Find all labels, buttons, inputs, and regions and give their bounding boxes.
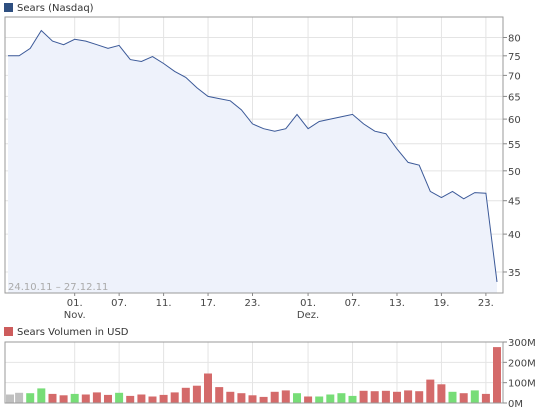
volume-bar xyxy=(259,396,268,403)
volume-bar xyxy=(126,395,135,403)
volume-bar xyxy=(159,394,168,403)
volume-bar xyxy=(348,395,357,403)
volume-bar xyxy=(226,391,235,403)
volume-ytick-label-1: 100M xyxy=(508,379,536,390)
price-ytick-label-3: 50 xyxy=(508,167,521,178)
volume-bar xyxy=(48,393,57,403)
volume-bar xyxy=(470,390,479,403)
price-xtick-label-8: 19. xyxy=(433,298,449,309)
volume-bar xyxy=(15,392,24,403)
volume-bar xyxy=(26,393,35,403)
volume-bar xyxy=(304,396,313,403)
volume-bar xyxy=(370,391,379,403)
price-xtick-label-6: 07. xyxy=(345,298,361,309)
volume-bar xyxy=(393,391,401,403)
volume-bar xyxy=(281,390,290,403)
price-xtick-label-9: 23. xyxy=(478,298,494,309)
price-frame xyxy=(4,16,504,294)
volume-bar xyxy=(6,394,14,403)
volume-bar xyxy=(204,373,212,403)
price-ytick-label-7: 70 xyxy=(508,71,521,82)
volume-bar xyxy=(381,390,390,403)
price-ytick-label-4: 55 xyxy=(508,140,521,151)
price-xtick-label-5: 01. xyxy=(300,298,316,309)
volume-bar xyxy=(415,391,424,403)
volume-bar xyxy=(270,391,279,403)
volume-legend-swatch xyxy=(4,327,13,336)
volume-ytick-label-2: 200M xyxy=(508,358,536,369)
price-area-fill xyxy=(8,30,497,293)
price-xtick-label-0: 01. xyxy=(67,298,83,309)
volume-bar xyxy=(192,385,201,403)
price-xtick-sublabel-5: Dez. xyxy=(297,310,319,321)
volume-ytick-label-3: 300M xyxy=(508,338,536,349)
price-x-ticks: 01.Nov.07. 11. 17. 23. 01.Dez.07. 13. 19. 23. xyxy=(64,293,494,321)
date-range-label: 24.10.11 – 27.12.11 xyxy=(8,282,108,293)
volume-ytick-label-0: 0M xyxy=(508,399,523,410)
volume-bar xyxy=(170,392,179,403)
price-ytick-label-5: 60 xyxy=(508,115,521,126)
volume-bar xyxy=(404,390,413,403)
price-xtick-label-4: 23. xyxy=(245,298,261,309)
volume-bar xyxy=(37,388,46,403)
price-legend-label: Sears (Nasdaq) xyxy=(17,3,94,14)
volume-bar xyxy=(148,396,157,403)
volume-bar xyxy=(115,392,124,403)
volume-legend-label: Sears Volumen in USD xyxy=(17,327,129,338)
volume-bar xyxy=(426,379,435,403)
price-legend-swatch xyxy=(4,3,13,12)
volume-bar xyxy=(337,393,346,403)
volume-bar xyxy=(70,393,79,403)
price-ytick-label-6: 65 xyxy=(508,92,521,103)
volume-bar xyxy=(137,394,146,403)
volume-bar xyxy=(237,393,246,403)
price-ytick-label-2: 45 xyxy=(508,197,521,208)
price-xtick-label-7: 13. xyxy=(389,298,405,309)
price-y-ticks: 35 40 45 50 55 60 65 70 75 80 xyxy=(503,34,521,279)
volume-bar xyxy=(481,393,490,403)
price-ytick-label-1: 40 xyxy=(508,230,521,241)
volume-bars xyxy=(6,347,501,404)
volume-bar xyxy=(248,395,257,403)
volume-bar xyxy=(359,390,368,403)
volume-frame xyxy=(4,341,504,404)
volume-bar xyxy=(437,384,446,403)
price-xtick-label-3: 17. xyxy=(200,298,216,309)
price-xtick-sublabel-0: Nov. xyxy=(64,310,86,321)
volume-panel: 0M 100M 200M 300M Sears Volumen in USD xyxy=(4,327,536,410)
price-xtick-label-2: 11. xyxy=(156,298,172,309)
price-ytick-label-0: 35 xyxy=(508,268,521,279)
volume-bar xyxy=(215,387,224,403)
volume-bar xyxy=(459,393,468,403)
volume-bar xyxy=(92,392,101,403)
volume-bar xyxy=(448,391,457,403)
volume-bar xyxy=(326,394,335,403)
volume-bar xyxy=(315,396,324,403)
volume-bar xyxy=(104,394,112,403)
volume-bar xyxy=(181,387,190,404)
volume-y-ticks: 0M 100M 200M 300M xyxy=(503,338,536,410)
volume-bar xyxy=(59,395,68,403)
price-ytick-label-8: 75 xyxy=(508,52,521,63)
volume-bar xyxy=(293,393,301,403)
price-ytick-label-9: 80 xyxy=(508,34,521,45)
volume-bar xyxy=(493,347,501,403)
volume-bar xyxy=(81,394,90,403)
price-xtick-label-1: 07. xyxy=(111,298,127,309)
price-line xyxy=(8,29,498,282)
